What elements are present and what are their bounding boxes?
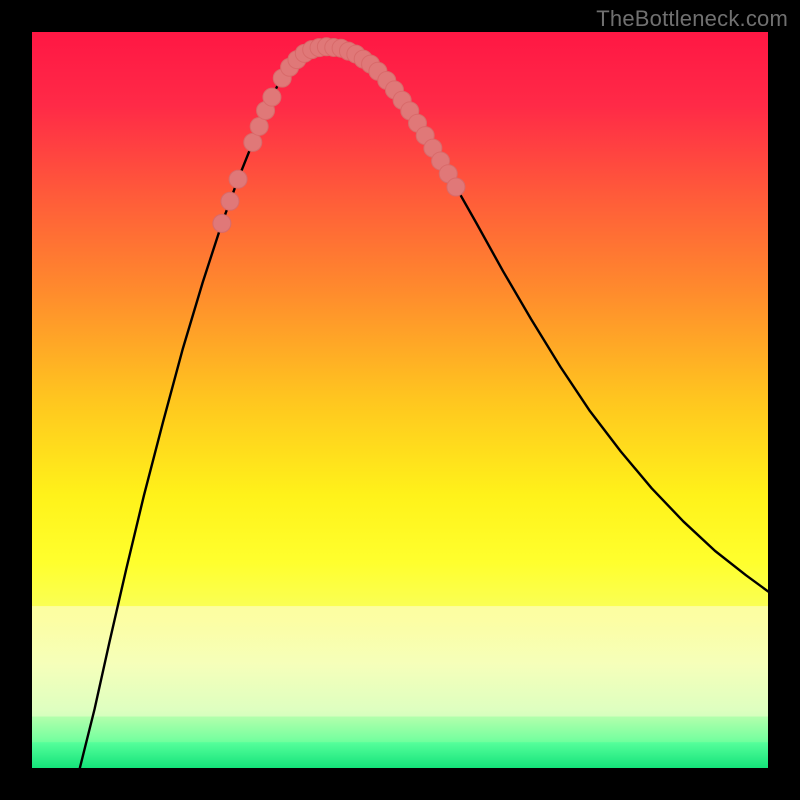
bottleneck-chart-svg	[32, 32, 768, 768]
marker-dot	[250, 117, 268, 135]
watermark-text: TheBottleneck.com	[596, 6, 788, 32]
marker-dot	[213, 214, 231, 232]
plot-area	[32, 32, 768, 768]
marker-dot	[244, 133, 262, 151]
marker-dot	[221, 192, 239, 210]
marker-dot	[229, 170, 247, 188]
marker-dot	[447, 178, 465, 196]
pale-band	[32, 606, 768, 716]
marker-dot	[263, 88, 281, 106]
green-strip	[32, 742, 768, 768]
